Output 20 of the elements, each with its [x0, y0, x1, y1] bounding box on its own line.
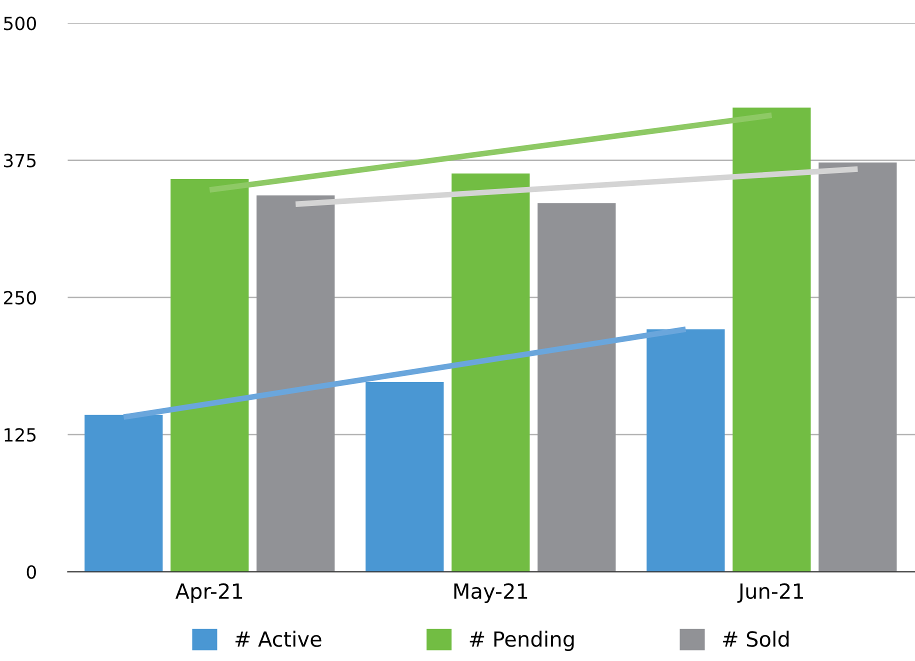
x-tick-label: Apr-21: [175, 583, 242, 604]
legend-label: # Sold: [723, 630, 789, 647]
bar: [818, 162, 897, 572]
bar: [538, 203, 616, 572]
y-tick-label: 250: [4, 290, 36, 305]
y-tick-label: 500: [4, 16, 36, 30]
y-tick-label: 125: [4, 428, 36, 442]
y-tick-label: 0: [26, 565, 36, 579]
x-tick-label: May-21: [454, 583, 528, 604]
bar: [732, 108, 811, 572]
bar: [84, 414, 163, 572]
bar: [170, 178, 249, 572]
y-tick-label: 375: [4, 154, 36, 168]
bar: [646, 329, 725, 572]
legend-label: # Active: [235, 630, 322, 647]
bar: [366, 382, 444, 572]
x-tick-label: Jun-21: [737, 583, 804, 603]
bar: [452, 173, 530, 572]
bar: [256, 195, 335, 572]
legend-label: # Pending: [470, 630, 574, 651]
